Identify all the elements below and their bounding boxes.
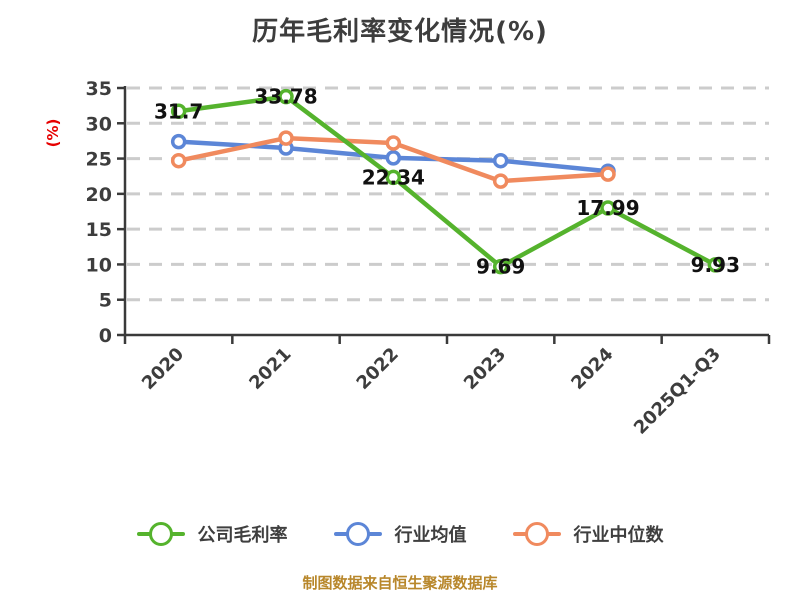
legend-marker-blue-icon	[333, 521, 382, 547]
x-tick-label: 2024	[567, 344, 617, 394]
line-chart-plot: 0 5 10 15 20 25 30 35 2020 2021 2022 2023 2024 2025Q1…	[44, 78, 771, 439]
x-tick-label: 2023	[460, 344, 510, 394]
data-point-label: 22.34	[362, 165, 425, 189]
y-axis-unit-label: (%)	[44, 119, 62, 148]
legend-item-company-gross-margin: 公司毛利率	[136, 521, 288, 547]
legend-label-company-gross-margin: 公司毛利率	[197, 525, 288, 546]
x-axis: 2020 2021 2022 2023 2024 2025Q1-Q3	[123, 333, 771, 439]
series-行业中位数	[170, 130, 616, 189]
y-tick-label: 20	[86, 184, 112, 206]
data-labels-公司毛利率: 31.7 33.78 22.34 9.69 17.99 9.93	[154, 85, 740, 279]
data-point-label: 31.7	[154, 99, 203, 123]
legend-label-industry-median: 行业中位数	[573, 525, 664, 546]
x-tick-label: 2020	[138, 344, 188, 394]
data-point-marker	[600, 200, 616, 216]
data-point-label: 33.78	[254, 85, 317, 109]
y-tick-label: 15	[86, 219, 112, 241]
data-point-marker	[492, 258, 509, 275]
y-tick-label: 25	[86, 149, 112, 171]
data-point-marker	[170, 103, 187, 120]
x-tick-label: 2021	[245, 344, 295, 394]
data-point-label: 9.93	[691, 253, 740, 277]
legend-label-industry-mean: 行业均值	[394, 525, 467, 546]
legend-item-industry-mean: 行业均值	[333, 521, 467, 547]
y-tick-label: 10	[86, 254, 112, 276]
y-tick-label: 0	[99, 325, 112, 347]
data-point-marker	[385, 169, 402, 186]
y-axis: 0 5 10 15 20 25 30 35	[86, 78, 127, 347]
series-公司毛利率	[170, 88, 724, 275]
gridlines	[127, 86, 769, 302]
data-point-marker	[278, 130, 294, 146]
data-point-marker	[170, 133, 187, 150]
chart-legend: 公司毛利率 行业均值 行业中位数	[0, 521, 800, 547]
y-tick-label: 30	[86, 113, 112, 135]
data-point-marker	[492, 152, 509, 169]
data-point-marker	[170, 152, 187, 169]
x-tick-label: 2022	[353, 344, 403, 394]
legend-item-industry-median: 行业中位数	[512, 521, 664, 547]
y-tick-label: 35	[86, 78, 112, 100]
x-tick-label: 2025Q1-Q3	[630, 344, 725, 439]
data-point-marker	[385, 135, 402, 151]
legend-marker-green-icon	[136, 521, 185, 547]
legend-marker-orange-icon	[512, 521, 561, 547]
data-point-label: 9.69	[476, 255, 525, 279]
data-point-marker	[707, 257, 724, 273]
data-point-marker	[600, 166, 616, 182]
data-point-label: 17.99	[576, 196, 639, 220]
data-source-note: 制图数据来自恒生聚源数据库	[302, 574, 498, 592]
data-point-marker	[492, 173, 509, 189]
y-tick-label: 5	[99, 290, 112, 312]
data-point-marker	[385, 150, 402, 166]
chart-title: 历年毛利率变化情况(%)	[252, 17, 548, 47]
data-point-marker	[278, 88, 294, 105]
